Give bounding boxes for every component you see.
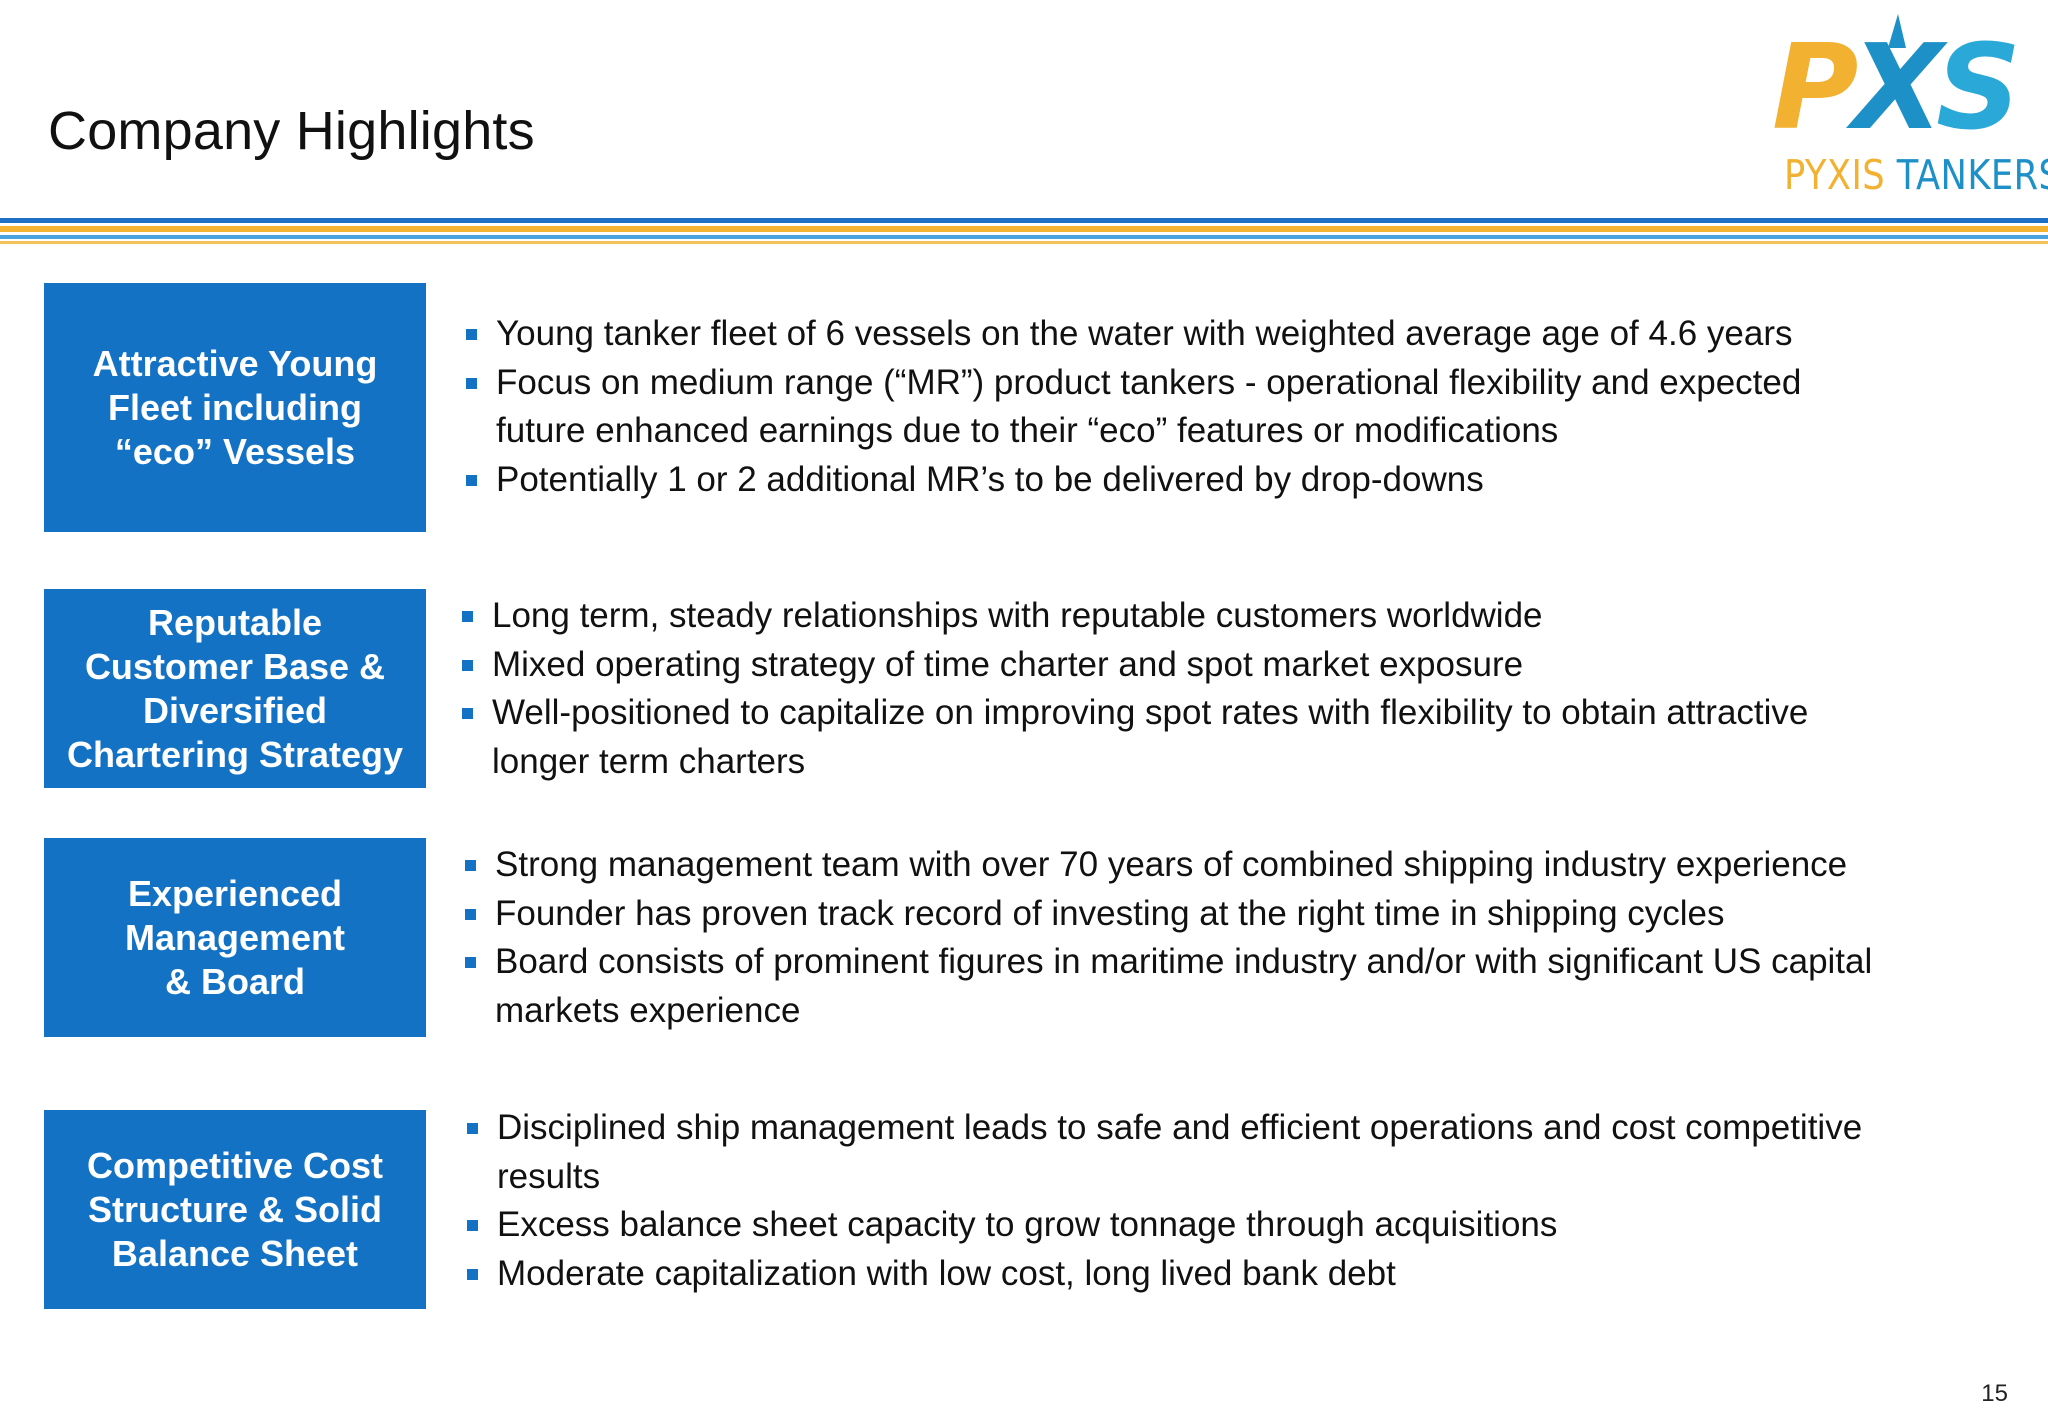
bullet-item: Moderate capitalization with low cost, l… bbox=[463, 1250, 1943, 1299]
bullet-item: Excess balance sheet capacity to grow to… bbox=[463, 1201, 1943, 1250]
highlight-label-cost: Competitive Cost Structure & Solid Balan… bbox=[44, 1110, 426, 1309]
bullet-item: Potentially 1 or 2 additional MR’s to be… bbox=[462, 456, 1892, 505]
highlight-bullets-customers: Long term, steady relationships with rep… bbox=[458, 592, 1898, 786]
bullet-square-icon bbox=[465, 908, 476, 920]
bullet-square-icon bbox=[467, 1268, 478, 1280]
highlight-bullets-cost: Disciplined ship management leads to saf… bbox=[463, 1104, 1943, 1298]
logo-wordmark: PYXIS TANKERS bbox=[1784, 151, 2048, 199]
bullet-item: Strong management team with over 70 year… bbox=[461, 841, 1941, 890]
bullet-square-icon bbox=[462, 659, 473, 671]
bullet-item: Mixed operating strategy of time charter… bbox=[458, 641, 1898, 690]
bullet-item: Long term, steady relationships with rep… bbox=[458, 592, 1898, 641]
bullet-square-icon bbox=[466, 329, 477, 340]
pxs-logo-mark-icon: P X S bbox=[1772, 14, 2021, 145]
header-divider-stripes bbox=[0, 218, 2048, 246]
logo-word-tankers: TANKERS bbox=[1896, 151, 2048, 199]
stripe-light-blue bbox=[0, 235, 2048, 239]
highlight-label-customers: Reputable Customer Base & Diversified Ch… bbox=[44, 589, 426, 788]
bullet-item: Board consists of prominent figures in m… bbox=[461, 938, 1941, 1035]
highlight-bullets-fleet: Young tanker fleet of 6 vessels on the w… bbox=[462, 310, 1892, 504]
bullet-square-icon bbox=[462, 708, 473, 719]
bullet-square-icon bbox=[465, 957, 476, 968]
bullet-square-icon bbox=[466, 474, 477, 486]
bullet-square-icon bbox=[467, 1123, 478, 1134]
bullet-item: Focus on medium range (“MR”) product tan… bbox=[462, 359, 1892, 456]
bullet-item: Well-positioned to capitalize on improvi… bbox=[458, 689, 1898, 786]
bullet-square-icon bbox=[465, 860, 476, 871]
page-title: Company Highlights bbox=[48, 101, 535, 161]
highlight-bullets-management: Strong management team with over 70 year… bbox=[461, 841, 1941, 1035]
bullet-square-icon bbox=[467, 1220, 478, 1231]
pyxis-tankers-logo: P X S PYXIS TANKERS bbox=[1770, 10, 2048, 200]
bullet-item: Young tanker fleet of 6 vessels on the w… bbox=[462, 310, 1892, 359]
bullet-square-icon bbox=[466, 377, 477, 389]
bullet-square-icon bbox=[462, 611, 473, 622]
stripe-orange bbox=[0, 226, 2048, 232]
highlight-label-fleet: Attractive Young Fleet including “eco” V… bbox=[44, 283, 426, 532]
page-number: 15 bbox=[1981, 1380, 2008, 1407]
logo-word-pyxis: PYXIS bbox=[1784, 151, 1897, 199]
bullet-item: Disciplined ship management leads to saf… bbox=[463, 1104, 1943, 1201]
stripe-orange-thin bbox=[0, 241, 2048, 244]
bullet-item: Founder has proven track record of inves… bbox=[461, 890, 1941, 939]
stripe-blue bbox=[0, 218, 2048, 223]
highlight-label-management: Experienced Management & Board bbox=[44, 838, 426, 1037]
svg-text:S: S bbox=[1936, 18, 2021, 145]
svg-text:P: P bbox=[1772, 18, 1858, 145]
